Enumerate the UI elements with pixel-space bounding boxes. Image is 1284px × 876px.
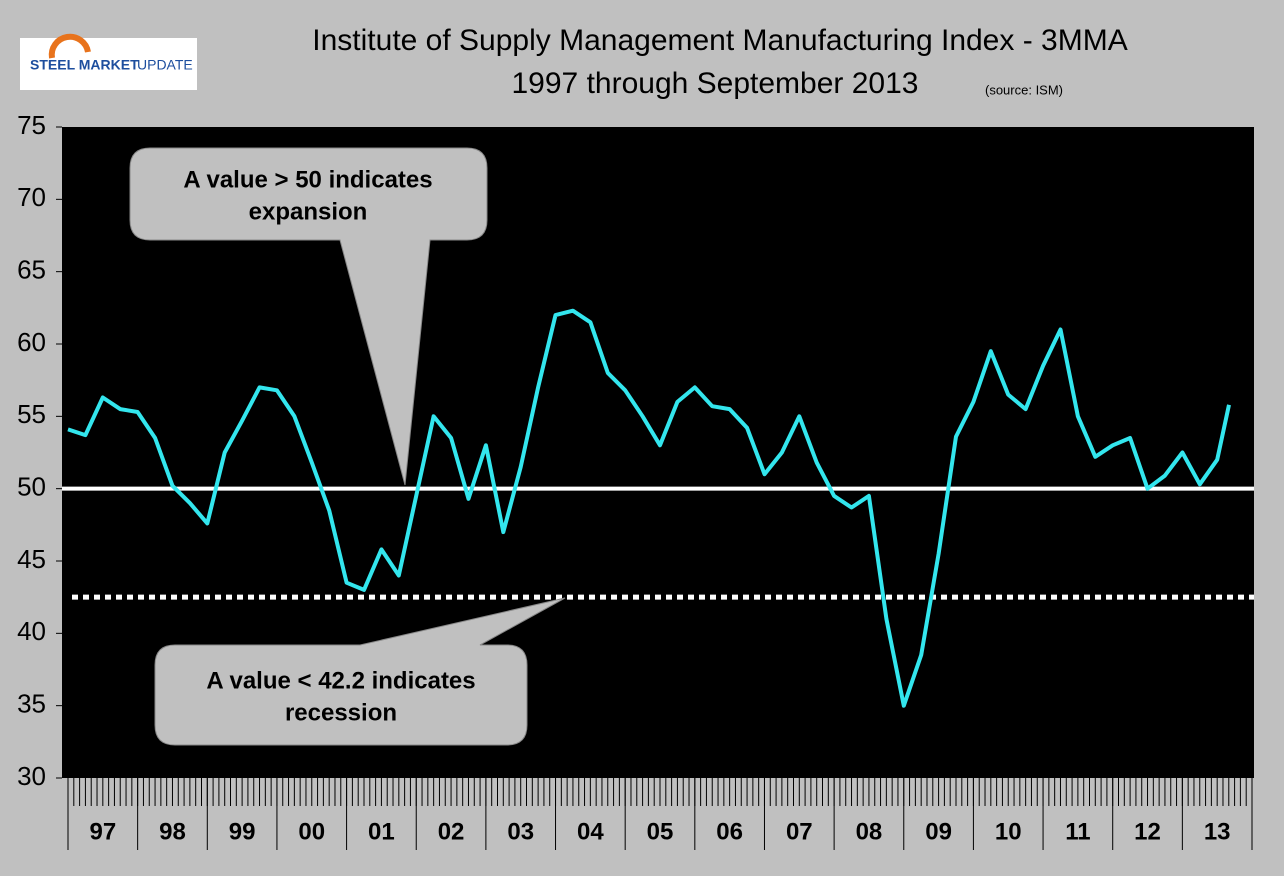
x-tick-label: 07 <box>786 818 813 845</box>
callout-expansion <box>129 147 488 486</box>
x-tick-label: 97 <box>89 818 116 845</box>
x-tick-label: 08 <box>856 818 883 845</box>
x-tick-label: 04 <box>577 818 604 845</box>
x-tick-label: 10 <box>995 818 1022 845</box>
callout-text: expansion <box>249 198 368 225</box>
logo-brand: STEEL MARKET <box>30 57 139 73</box>
data-line <box>67 308 1231 708</box>
logo-box <box>20 38 197 90</box>
callout-text: A value < 42.2 indicates <box>206 667 475 694</box>
y-tick-label: 55 <box>17 399 46 429</box>
x-tick-label: 12 <box>1134 818 1161 845</box>
callout-text: A value > 50 indicates <box>183 166 432 193</box>
y-tick-label: 60 <box>17 327 46 357</box>
y-tick-label: 45 <box>17 544 46 574</box>
x-tick-label: 13 <box>1204 818 1231 845</box>
x-tick-label: 00 <box>298 818 325 845</box>
x-tick-label: 02 <box>438 818 465 845</box>
chart-subtitle: 1997 through September 2013 <box>512 67 919 100</box>
x-tick-label: 06 <box>716 818 743 845</box>
x-tick-label: 11 <box>1065 818 1090 845</box>
y-tick-label: 70 <box>17 182 46 212</box>
chart-title: Institute of Supply Management Manufactu… <box>312 24 1127 57</box>
callout-text: recession <box>285 699 397 726</box>
x-tick-label: 05 <box>647 818 674 845</box>
logo-swoosh <box>48 33 91 59</box>
x-tick-label: 09 <box>925 818 952 845</box>
x-tick-label: 99 <box>229 818 256 845</box>
y-tick-label: 30 <box>17 761 46 791</box>
y-tick-label: 50 <box>17 472 46 502</box>
x-tick-label: 98 <box>159 818 186 845</box>
y-tick-label: 35 <box>17 689 46 719</box>
callout-recession <box>154 597 566 746</box>
y-tick-label: 40 <box>17 616 46 646</box>
logo-suffix: UPDATE <box>137 57 193 73</box>
x-axis-band <box>70 778 1254 850</box>
y-tick-label: 65 <box>17 255 46 285</box>
x-tick-label: 03 <box>507 818 534 845</box>
source-note: (source: ISM) <box>985 82 1063 97</box>
y-tick-label: 75 <box>17 110 46 140</box>
x-tick-label: 01 <box>368 818 395 845</box>
